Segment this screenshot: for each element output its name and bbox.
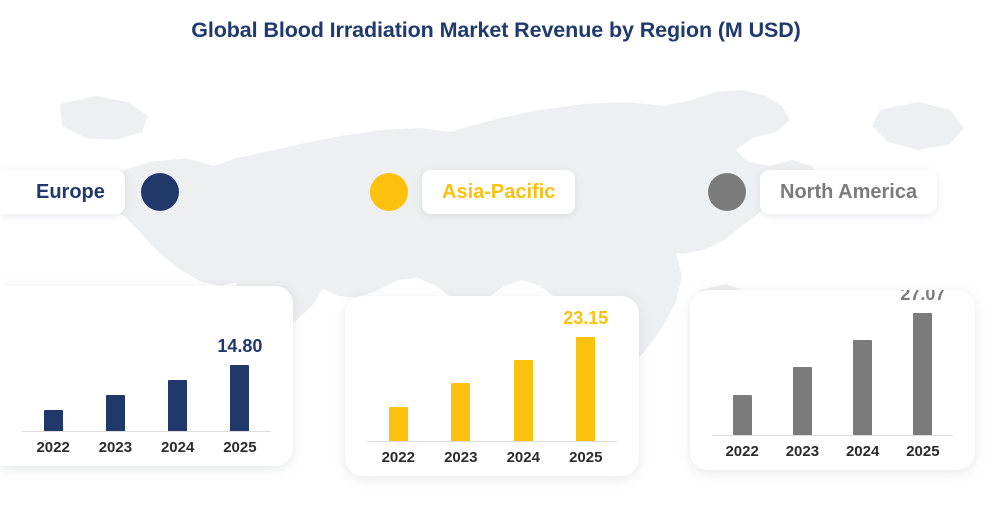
bar[interactable] bbox=[168, 379, 188, 432]
plot-area-europe: 14.80 bbox=[0, 286, 293, 432]
bar[interactable] bbox=[853, 340, 873, 436]
x-axis-label: 2024 bbox=[506, 448, 540, 466]
axis-line-north-america bbox=[712, 435, 953, 436]
legend-item-europe[interactable]: Europe bbox=[0, 169, 179, 215]
bar-slot bbox=[772, 300, 832, 436]
legend-dot-asia-pacific bbox=[370, 173, 408, 211]
bar-slot bbox=[84, 296, 146, 432]
bar[interactable] bbox=[732, 394, 752, 436]
x-axis-labels-europe: 2022 2023 2024 2025 bbox=[22, 434, 271, 460]
legend-pill-europe[interactable]: Europe bbox=[0, 170, 125, 214]
bar[interactable] bbox=[388, 406, 408, 442]
bar-slot bbox=[367, 306, 430, 442]
x-axis-label: 2023 bbox=[785, 442, 820, 460]
x-axis-label: 2022 bbox=[725, 442, 759, 460]
x-axis-label: 2025 bbox=[906, 442, 940, 460]
legend-label-north-america: North America bbox=[780, 180, 918, 203]
bar-slot: 23.15 bbox=[555, 306, 618, 442]
bar-group-north-america: 27.07 bbox=[712, 290, 953, 436]
legend-dot-north-america bbox=[708, 173, 746, 211]
bar-group-asia-pacific: 23.15 bbox=[367, 306, 617, 442]
legend-item-asia-pacific[interactable]: Asia-Pacific bbox=[370, 169, 576, 215]
chart-card-asia-pacific[interactable]: 23.15 2022 2023 2024 2025 bbox=[345, 296, 639, 476]
x-axis-label: 2022 bbox=[36, 438, 70, 456]
bar[interactable] bbox=[913, 313, 933, 436]
bar-slot bbox=[492, 306, 555, 442]
bar[interactable] bbox=[513, 359, 533, 442]
x-axis-label: 2024 bbox=[845, 442, 880, 460]
legend-label-asia-pacific: Asia-Pacific bbox=[442, 180, 556, 203]
x-axis-label: 2023 bbox=[444, 448, 478, 466]
bar[interactable] bbox=[451, 383, 471, 442]
bar-slot bbox=[22, 296, 84, 432]
x-axis-label: 2024 bbox=[160, 438, 195, 456]
bar[interactable] bbox=[230, 364, 250, 432]
legend-label-europe: Europe bbox=[36, 180, 105, 203]
bar-slot: 27.07 bbox=[893, 290, 953, 436]
plot-area-asia-pacific: 23.15 bbox=[345, 296, 639, 442]
bar-slot bbox=[833, 300, 893, 436]
x-axis-labels-north-america: 2022 2023 2024 2025 bbox=[712, 438, 953, 464]
chart-card-north-america[interactable]: 27.07 2022 2023 2024 2025 bbox=[690, 290, 975, 470]
bar-value-label: 27.07 bbox=[900, 290, 946, 305]
x-axis-label: 2025 bbox=[223, 438, 257, 456]
legend-pill-north-america[interactable]: North America bbox=[760, 170, 938, 214]
axis-line-asia-pacific bbox=[367, 441, 617, 442]
page-title: Global Blood Irradiation Market Revenue … bbox=[191, 18, 801, 42]
legend-item-north-america[interactable]: North America bbox=[708, 169, 938, 215]
bar[interactable] bbox=[576, 337, 596, 442]
bar-slot: 14.80 bbox=[209, 296, 271, 432]
bar[interactable] bbox=[792, 367, 812, 436]
bar[interactable] bbox=[105, 394, 125, 432]
legend-dot-europe bbox=[140, 173, 179, 211]
x-axis-label: 2022 bbox=[381, 448, 415, 466]
x-axis-labels-asia-pacific: 2022 2023 2024 2025 bbox=[367, 444, 617, 470]
bar-slot bbox=[147, 296, 209, 432]
legend-pill-asia-pacific[interactable]: Asia-Pacific bbox=[422, 170, 576, 214]
bar-value-label: 14.80 bbox=[217, 335, 263, 356]
x-axis-label: 2025 bbox=[569, 448, 603, 466]
bar[interactable] bbox=[43, 409, 63, 432]
plot-area-north-america: 27.07 bbox=[690, 290, 975, 436]
bar-slot bbox=[712, 300, 772, 436]
bar-slot bbox=[430, 306, 493, 442]
x-axis-label: 2023 bbox=[98, 438, 133, 456]
chart-card-europe[interactable]: 14.80 2022 2023 2024 2025 bbox=[0, 286, 293, 466]
bar-group-europe: 14.80 bbox=[22, 296, 271, 432]
bar-value-label: 23.15 bbox=[563, 308, 609, 329]
axis-line-europe bbox=[22, 431, 271, 432]
